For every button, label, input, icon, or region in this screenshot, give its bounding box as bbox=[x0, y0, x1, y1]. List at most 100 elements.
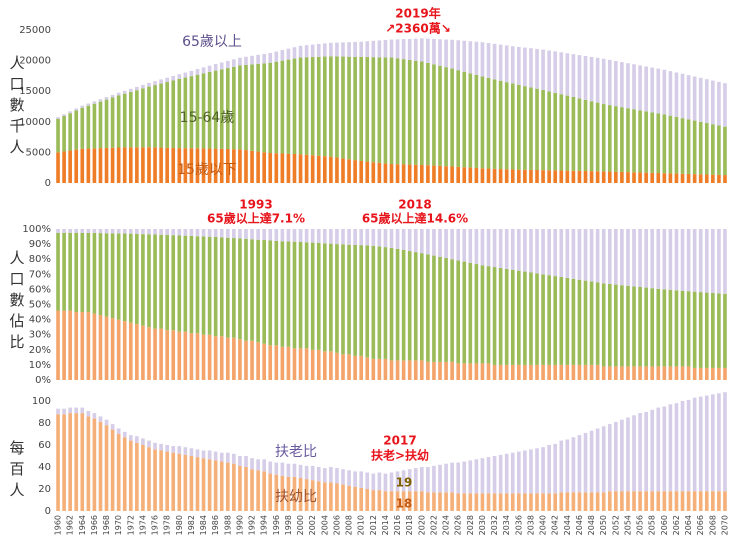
bar bbox=[577, 364, 582, 380]
bar bbox=[698, 396, 703, 492]
bar bbox=[104, 229, 109, 234]
bar bbox=[322, 482, 327, 511]
bar bbox=[165, 445, 169, 452]
bar bbox=[577, 435, 582, 493]
bar bbox=[504, 169, 509, 183]
bar bbox=[650, 409, 655, 492]
annotation: 2018 bbox=[398, 198, 431, 212]
bar bbox=[147, 440, 151, 448]
y-tick-label: 100% bbox=[22, 224, 51, 235]
x-tick-label: 1980 bbox=[175, 515, 184, 535]
bar bbox=[595, 57, 600, 103]
bar bbox=[426, 467, 430, 493]
bar bbox=[165, 235, 169, 331]
bar bbox=[650, 288, 655, 367]
bar bbox=[692, 397, 697, 492]
bar bbox=[444, 229, 448, 258]
y-tick-label: 80% bbox=[29, 254, 51, 265]
bar bbox=[680, 491, 685, 511]
bar bbox=[407, 469, 412, 492]
bar bbox=[601, 426, 606, 493]
bar bbox=[395, 229, 400, 249]
bar bbox=[638, 229, 642, 287]
bar bbox=[238, 339, 242, 380]
bar bbox=[383, 473, 388, 492]
bar bbox=[523, 86, 527, 170]
bar bbox=[686, 291, 691, 367]
bar bbox=[80, 148, 85, 183]
bar bbox=[128, 147, 133, 183]
bar bbox=[310, 229, 315, 243]
bar bbox=[413, 38, 418, 61]
bar bbox=[510, 269, 515, 365]
x-tick-label: 2008 bbox=[345, 515, 354, 535]
bar bbox=[541, 229, 545, 275]
bar bbox=[680, 73, 685, 119]
bar bbox=[498, 493, 503, 511]
bar bbox=[644, 172, 648, 183]
bar bbox=[171, 75, 176, 81]
bar bbox=[638, 110, 642, 173]
bar bbox=[322, 243, 327, 352]
bar bbox=[517, 169, 521, 183]
bar bbox=[577, 492, 582, 511]
bar bbox=[492, 168, 497, 183]
bar bbox=[686, 75, 691, 120]
bar bbox=[517, 270, 521, 365]
bar bbox=[723, 491, 727, 511]
bar bbox=[207, 71, 212, 149]
bar bbox=[135, 442, 139, 511]
bar bbox=[238, 465, 242, 511]
bar bbox=[438, 229, 442, 257]
bar bbox=[377, 229, 382, 247]
bar bbox=[486, 363, 491, 380]
bar bbox=[116, 434, 121, 511]
bar bbox=[559, 364, 564, 380]
bar bbox=[656, 113, 661, 174]
bar bbox=[723, 229, 727, 294]
bar bbox=[256, 63, 260, 152]
bar bbox=[329, 229, 333, 244]
bar bbox=[335, 42, 339, 57]
x-tick-label: 1990 bbox=[235, 515, 244, 535]
bar bbox=[153, 147, 157, 183]
bar bbox=[547, 91, 551, 171]
bar bbox=[407, 59, 412, 165]
bar bbox=[474, 74, 479, 168]
bar bbox=[413, 252, 418, 361]
bar bbox=[589, 171, 594, 183]
bar bbox=[98, 101, 103, 149]
bar bbox=[135, 233, 139, 325]
bar bbox=[195, 229, 200, 237]
bar bbox=[86, 105, 91, 149]
bar bbox=[292, 476, 297, 511]
bar bbox=[365, 472, 370, 489]
bar bbox=[559, 440, 564, 493]
bar bbox=[413, 468, 418, 492]
bar bbox=[153, 229, 157, 235]
bar bbox=[122, 229, 127, 234]
annotation: 1993 bbox=[239, 198, 272, 212]
bar bbox=[407, 164, 412, 183]
bar bbox=[498, 229, 503, 268]
bar bbox=[444, 463, 448, 493]
bar bbox=[656, 229, 661, 289]
bar bbox=[159, 450, 163, 511]
bar bbox=[547, 275, 551, 365]
bar bbox=[141, 234, 145, 326]
bar bbox=[395, 248, 400, 361]
bar bbox=[717, 125, 721, 175]
bar bbox=[98, 99, 103, 102]
x-tick-label: 2064 bbox=[684, 515, 693, 535]
bar bbox=[189, 333, 194, 380]
bar bbox=[426, 165, 430, 183]
bar bbox=[201, 148, 206, 183]
bar bbox=[353, 471, 357, 487]
bar bbox=[201, 458, 206, 511]
bar bbox=[704, 229, 709, 293]
bar bbox=[462, 493, 467, 511]
bar bbox=[335, 157, 339, 183]
bar bbox=[571, 492, 576, 511]
y-tick-label: 5000 bbox=[26, 147, 51, 158]
bar bbox=[56, 414, 60, 511]
